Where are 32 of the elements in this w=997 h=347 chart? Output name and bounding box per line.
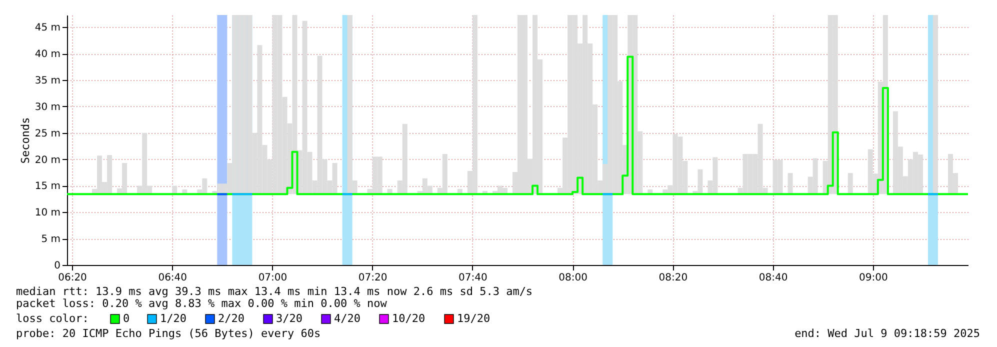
y-axis-title: Seconds [18,117,32,164]
legend-label: 1/20 [160,312,186,325]
x-tick-label: 08:20 [658,272,688,284]
legend-label: 2/20 [218,312,244,325]
y-tick-label: 35 m [34,76,60,87]
x-tick-label: 07:20 [358,272,388,284]
y-tick-label: 0 [54,260,60,272]
y-tick-label: 45 m [34,22,60,34]
text: probe: 20 ICMP Echo Pings (56 Bytes) every 60s [16,327,321,340]
legend-title: loss color: [16,312,89,325]
x-tick-label: 06:40 [158,272,188,284]
y-tick-label: 15 m [34,181,60,192]
legend-label: 3/20 [276,312,302,325]
x-tick-label: 07:40 [458,272,488,284]
x-tick-label: 08:40 [758,272,788,284]
text: end: Wed Jul 9 09:18:59 2025 [794,327,980,340]
y-tick-label: 40 m [34,49,60,60]
text: median rtt: 13.9 ms avg 39.3 ms max 13.4 ms min 13.4 ms now 2.6 ms sd 5.3 am/s [16,285,533,298]
x-tick-label: 09:00 [858,272,888,284]
y-tick-label: 10 m [34,208,60,219]
y-tick-label: 20 m [34,154,60,166]
text: packet loss: 0.20 % avg 8.83 % max 0.00 % min 0.00 % now [16,297,388,310]
legend-label: 4/20 [334,312,360,325]
x-tick-label: 06:20 [58,272,87,284]
legend-label: 0 [123,312,130,325]
y-tick-label: 30 m [34,102,60,113]
x-tick-label: 08:00 [558,272,588,284]
x-tick-label: 07:00 [258,272,288,284]
y-tick-label: 25 m [34,128,60,140]
legend-label: 19/20 [457,312,490,325]
legend-label: 10/20 [392,312,426,325]
y-tick-label: 5 m [41,234,60,246]
